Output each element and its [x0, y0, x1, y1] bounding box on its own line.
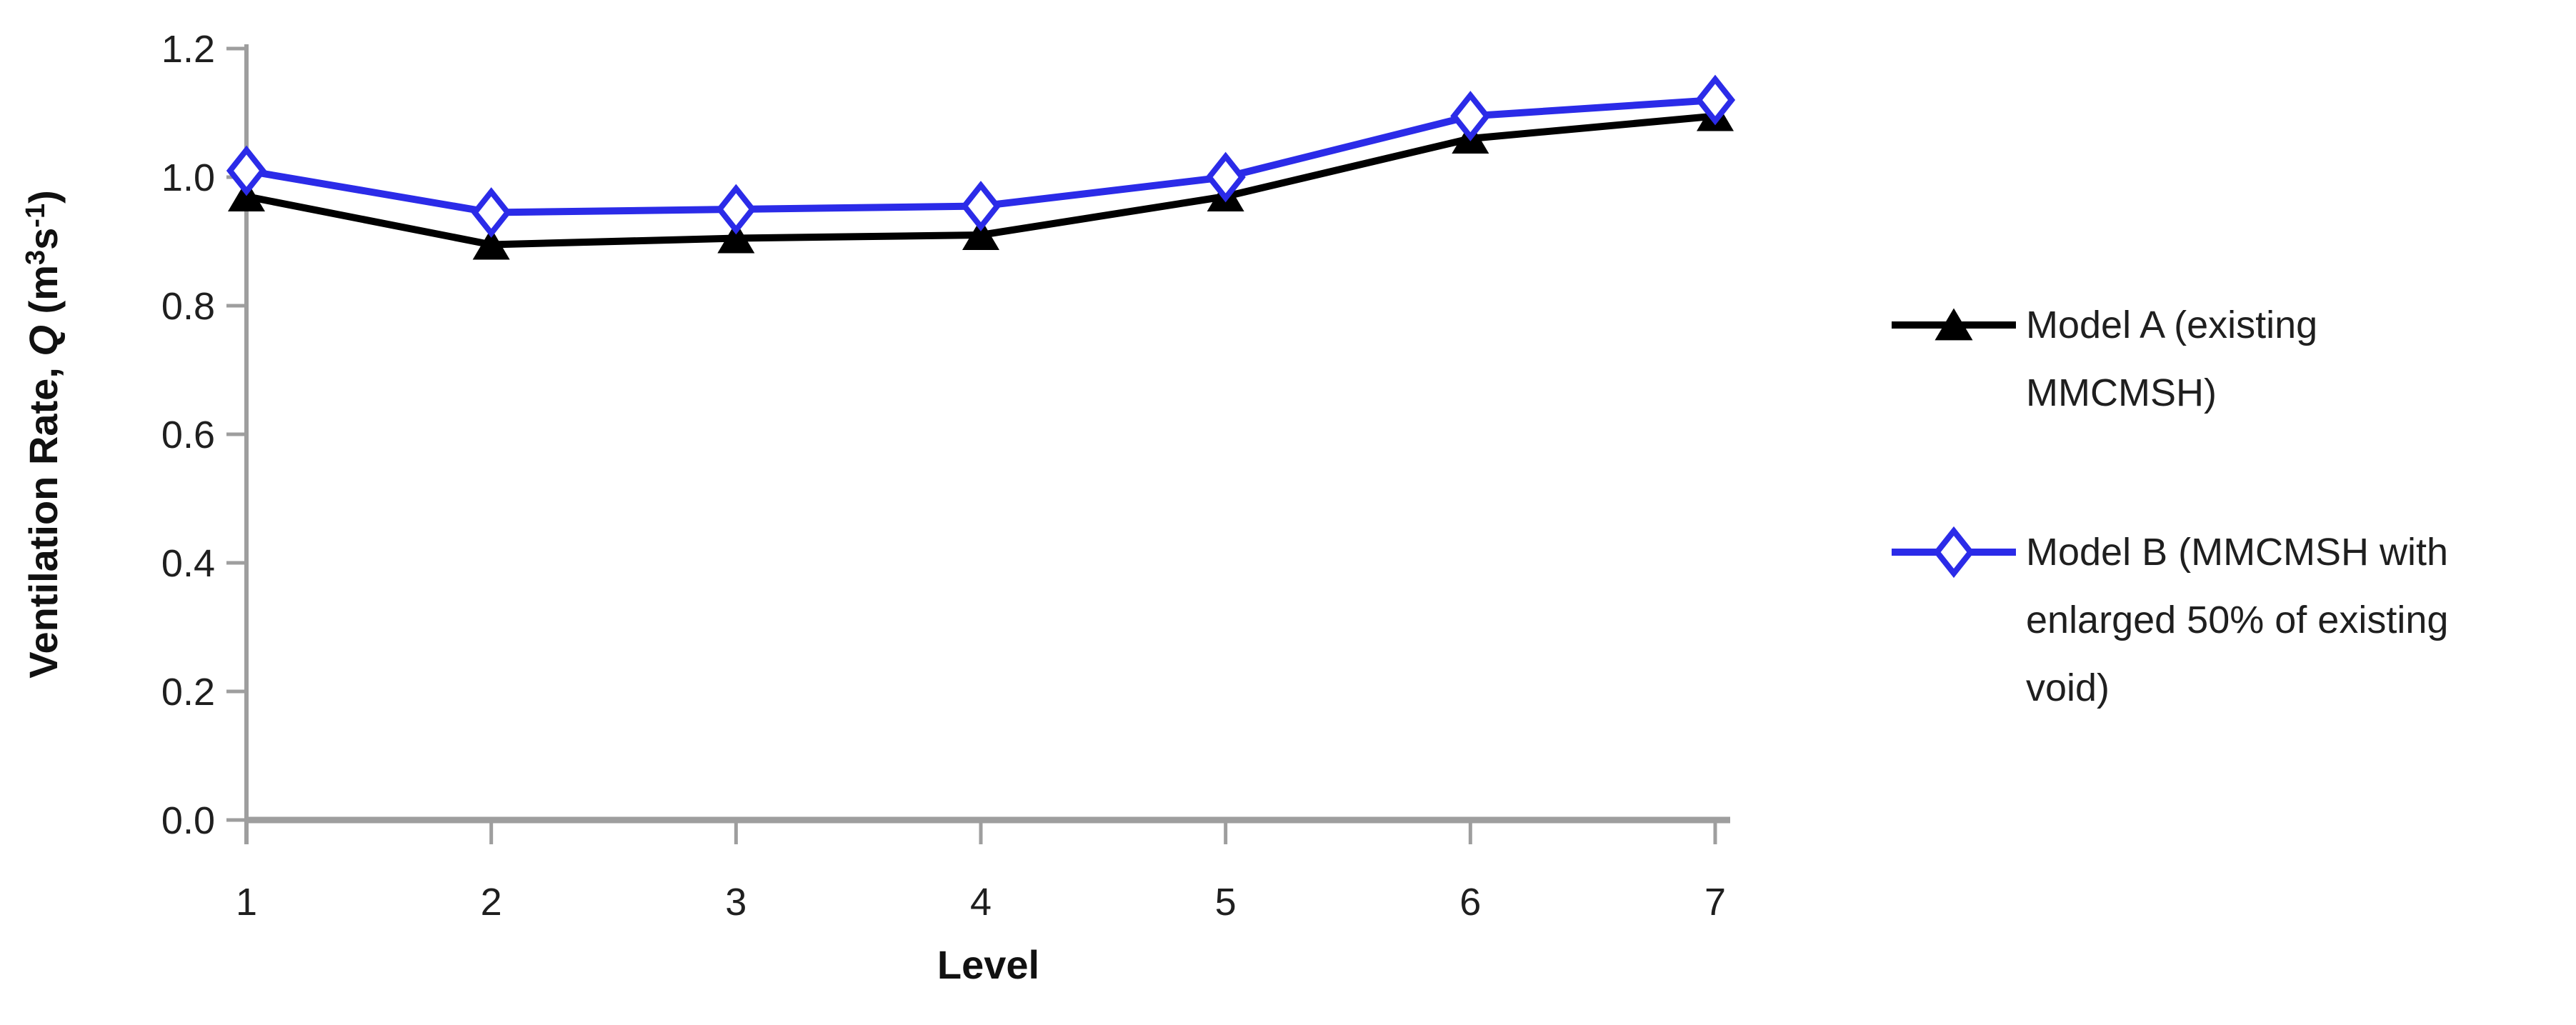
- triangle-marker: [962, 219, 999, 250]
- y-axis-title: Ventilation Rate, Q (m3s-1): [21, 190, 66, 679]
- legend-label-model-a: Model A (existing MMCMSH): [2026, 291, 2317, 427]
- diamond-marker: [716, 184, 757, 235]
- x-tick-label: 4: [970, 881, 992, 924]
- diamond-marker: [1694, 74, 1736, 126]
- line-chart: 0.0 0.2 0.4 0.6 0.8 1.0 1.2 1 2 3 4 5 6 7 Level Ventila…: [21, 28, 1736, 987]
- diamond-marker: [1205, 151, 1246, 203]
- y-tick-label: 1.0: [161, 156, 215, 199]
- legend-label-line: MMCMSH): [2026, 371, 2217, 414]
- y-tick-label: 0.6: [161, 414, 215, 456]
- y-tick-label: 1.2: [161, 28, 215, 71]
- y-tick-label: 0.2: [161, 671, 215, 714]
- diamond-marker: [1450, 91, 1491, 141]
- x-tick-label: 6: [1459, 881, 1481, 924]
- x-tick-label: 1: [236, 881, 257, 924]
- x-tick-label: 3: [725, 881, 747, 924]
- legend: Model A (existing MMCMSH) Model B (MMCMS…: [1886, 0, 2572, 1025]
- legend-label-line: Model A (existing: [2026, 304, 2318, 346]
- legend-label-line: enlarged 50% of existing: [2026, 599, 2449, 641]
- triangle-marker: [472, 228, 510, 260]
- x-tick-label: 5: [1215, 881, 1237, 924]
- diamond-marker: [1933, 526, 1975, 579]
- legend-marker-diamond-icon: [1892, 526, 2016, 579]
- legend-label-model-b: Model B (MMCMSH with enlarged 50% of exi…: [2026, 519, 2448, 722]
- legend-label-line: void): [2026, 666, 2110, 709]
- y-tick-label: 0.4: [161, 542, 215, 585]
- legend-label-line: Model B (MMCMSH with: [2026, 531, 2449, 574]
- legend-item-model-a: Model A (existing MMCMSH): [1886, 291, 2317, 427]
- y-tick-label: 0.8: [161, 285, 215, 328]
- diamond-marker: [960, 181, 1002, 231]
- x-tick-label: 7: [1704, 881, 1726, 924]
- x-tick-label: 2: [481, 881, 502, 924]
- diamond-marker: [226, 145, 267, 196]
- legend-item-model-b: Model B (MMCMSH with enlarged 50% of exi…: [1886, 519, 2448, 722]
- x-axis-title: Level: [937, 942, 1039, 987]
- triangle-marker: [1935, 308, 1973, 341]
- triangle-marker: [717, 221, 755, 254]
- legend-marker-triangle-icon: [1892, 308, 2016, 341]
- y-tick-label: 0.0: [161, 799, 215, 842]
- diamond-marker: [471, 187, 511, 238]
